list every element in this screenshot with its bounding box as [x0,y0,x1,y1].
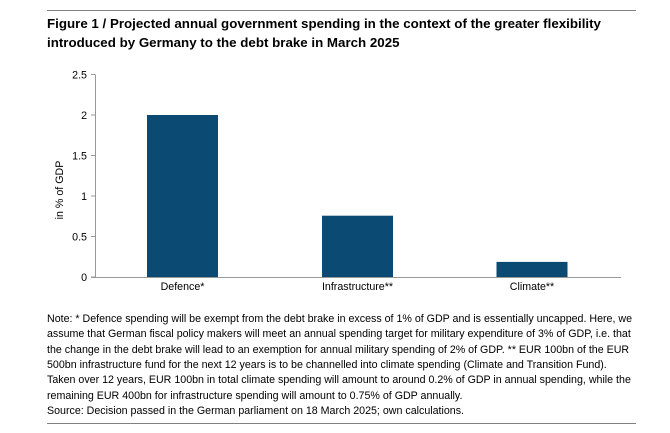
svg-text:2.5: 2.5 [72,69,87,81]
svg-text:Infrastructure**: Infrastructure** [322,281,393,293]
svg-text:2: 2 [81,110,87,122]
svg-text:1: 1 [81,191,87,203]
svg-text:in % of GDP: in % of GDP [54,161,66,220]
svg-text:Defence*: Defence* [161,281,205,293]
svg-text:0: 0 [81,272,87,284]
svg-text:0.5: 0.5 [72,231,87,243]
svg-text:Climate**: Climate** [510,281,554,293]
svg-text:1.5: 1.5 [72,150,87,162]
